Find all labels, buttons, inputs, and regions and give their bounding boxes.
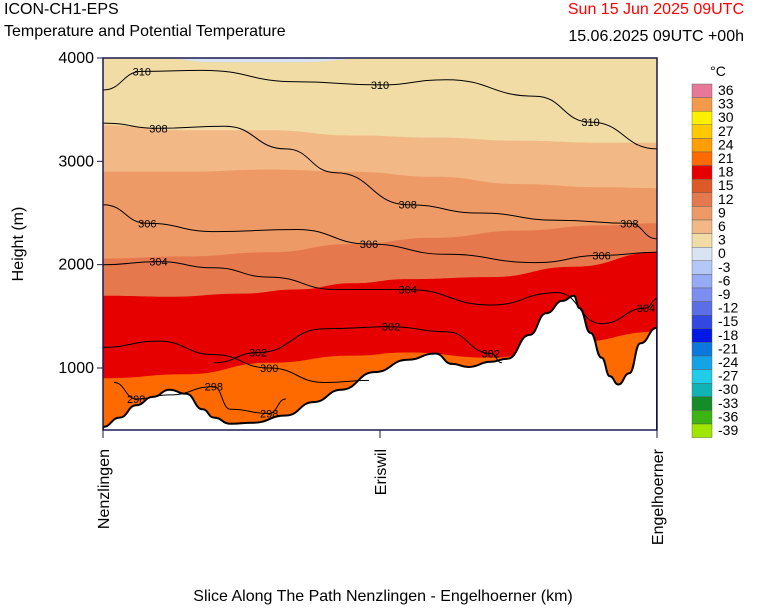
theta-label: 302: [249, 348, 267, 360]
colorbar-swatch: [691, 410, 713, 425]
colorbar-swatch: [691, 192, 713, 207]
colorbar-swatch: [691, 233, 713, 248]
theta-contour-302: [213, 326, 502, 364]
colorbar-swatch: [691, 219, 713, 234]
colorbar-label: 6: [718, 218, 726, 234]
model-name: ICON-CH1-EPS: [4, 1, 119, 18]
theta-contour-306: [103, 204, 657, 264]
theta-label: 304: [637, 303, 655, 315]
colorbar-swatch: [691, 274, 713, 289]
colorbar-unit: °C: [710, 63, 726, 79]
colorbar-label: 36: [718, 82, 734, 98]
colorbar-label: -27: [718, 368, 738, 384]
colorbar-swatch: [691, 110, 713, 125]
theta-label: 304: [149, 257, 167, 269]
colorbar-swatch: [691, 423, 713, 438]
colorbar-label: -24: [718, 354, 738, 370]
colorbar-label: -30: [718, 381, 738, 397]
theta-label: 306: [360, 239, 378, 251]
theta-contour-310: [103, 69, 657, 150]
colorbar-swatch: [691, 138, 713, 153]
colorbar-swatch: [691, 178, 713, 193]
colorbar-swatch: [691, 165, 713, 180]
colorbar-swatch: [691, 260, 713, 275]
colorbar-label: -6: [718, 272, 731, 288]
colorbar-label: 21: [718, 150, 734, 166]
y-axis-title: Height (m): [10, 207, 27, 282]
theta-label: 302: [382, 322, 400, 334]
colorbar-label: 24: [718, 136, 734, 152]
colorbar-label: -39: [718, 422, 738, 438]
colorbar-label: 27: [718, 123, 734, 139]
colorbar-swatch: [691, 206, 713, 221]
colorbar-swatch: [691, 246, 713, 261]
colorbar-swatch: [691, 315, 713, 330]
colorbar-swatch: [691, 124, 713, 139]
colorbar-label: 3: [718, 232, 726, 248]
theta-contour-304: [103, 261, 657, 325]
theta-label: 298: [127, 394, 145, 406]
colorbar-swatch: [691, 328, 713, 343]
y-tick-label: 2000: [58, 257, 94, 274]
x-location-label: Engelhoerner: [650, 448, 667, 545]
colorbar-label: -15: [718, 313, 738, 329]
colorbar-label: 30: [718, 109, 734, 125]
x-location-label: Nenzlingen: [96, 449, 113, 529]
theta-label: 310: [581, 117, 599, 129]
theta-contour-300: [103, 340, 369, 384]
x-axis-title: Slice Along The Path Nenzlingen - Engelh…: [193, 588, 573, 605]
x-location-label: Eriswil: [373, 449, 390, 495]
colorbar-label: 33: [718, 96, 734, 112]
theta-contour-308: [103, 122, 657, 240]
chart-title: Temperature and Potential Temperature: [4, 23, 286, 40]
colorbar-label: 18: [718, 164, 734, 180]
colorbar-label: -33: [718, 395, 738, 411]
colorbar-swatch: [691, 355, 713, 370]
colorbar-swatch: [691, 287, 713, 302]
theta-contour-298: [114, 382, 286, 415]
run-info: 15.06.2025 09UTC +00h: [568, 28, 744, 45]
colorbar-swatch: [691, 396, 713, 411]
valid-time: Sun 15 Jun 2025 09UTC: [567, 1, 744, 18]
colorbar-swatch: [691, 369, 713, 384]
colorbar-swatch: [691, 97, 713, 112]
theta-label: 306: [138, 218, 156, 230]
temperature-band-6: [103, 58, 657, 108]
theta-label: 298: [260, 408, 278, 420]
theta-label: 298: [205, 382, 223, 394]
colorbar-label: -3: [718, 259, 731, 275]
y-tick-label: 1000: [58, 360, 94, 377]
theta-label: 310: [133, 66, 151, 78]
colorbar-label: -12: [718, 300, 738, 316]
theta-label: 304: [399, 284, 417, 296]
theta-label: 302: [482, 349, 500, 361]
colorbar-swatch: [691, 83, 713, 98]
colorbar-label: 12: [718, 191, 734, 207]
colorbar-label: 0: [718, 245, 726, 261]
theta-label: 300: [260, 363, 278, 375]
theta-label: 308: [399, 200, 417, 212]
colorbar-label: 9: [718, 204, 726, 220]
colorbar-label: -21: [718, 340, 738, 356]
theta-label: 308: [149, 123, 167, 135]
y-tick-label: 4000: [58, 50, 94, 67]
colorbar-label: -18: [718, 327, 738, 343]
colorbar-swatch: [691, 151, 713, 166]
colorbar-swatch: [691, 301, 713, 316]
theta-label: 310: [371, 80, 389, 92]
temperature-band-7: [158, 58, 436, 63]
terrain: [103, 294, 657, 430]
theta-label: 308: [620, 218, 638, 230]
colorbar-swatch: [691, 383, 713, 398]
colorbar-label: -36: [718, 408, 738, 424]
y-tick-label: 3000: [58, 153, 94, 170]
colorbar-swatch: [691, 342, 713, 357]
colorbar-label: 15: [718, 177, 734, 193]
colorbar-label: -9: [718, 286, 731, 302]
theta-label: 306: [592, 250, 610, 262]
